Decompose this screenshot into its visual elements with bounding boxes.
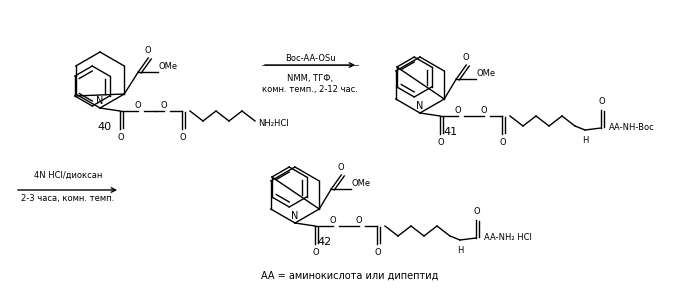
Text: AA-NH₂ HCl: AA-NH₂ HCl — [484, 234, 532, 242]
Text: O: O — [463, 53, 470, 62]
Text: O: O — [474, 207, 480, 216]
Text: O: O — [312, 248, 319, 257]
Text: Boc-AA-OSu: Boc-AA-OSu — [284, 54, 336, 63]
Text: O: O — [161, 101, 167, 110]
Text: N: N — [417, 101, 424, 111]
Text: 42: 42 — [318, 237, 332, 247]
Text: O: O — [117, 133, 124, 142]
Text: OMe: OMe — [352, 179, 370, 188]
Text: O: O — [145, 46, 152, 55]
Text: 40: 40 — [98, 122, 112, 132]
Text: N: N — [96, 96, 103, 106]
Text: H: H — [582, 136, 588, 145]
Text: O: O — [438, 138, 445, 147]
Text: N: N — [291, 211, 298, 221]
Text: 2-3 часа, комн. темп.: 2-3 часа, комн. темп. — [22, 194, 115, 203]
Text: AA = аминокислота или дипептид: AA = аминокислота или дипептид — [261, 271, 438, 281]
Text: O: O — [180, 133, 187, 142]
Text: O: O — [454, 106, 461, 115]
Text: H: H — [457, 246, 463, 255]
Text: O: O — [338, 163, 345, 172]
Text: O: O — [598, 97, 605, 106]
Text: O: O — [375, 248, 382, 257]
Text: NH₂HCl: NH₂HCl — [258, 118, 289, 127]
Text: 41: 41 — [443, 127, 457, 137]
Text: NMM, ТГФ,: NMM, ТГФ, — [287, 74, 333, 83]
Text: O: O — [330, 216, 336, 225]
Text: OMe: OMe — [158, 62, 178, 71]
Text: O: O — [500, 138, 506, 147]
Text: O: O — [481, 106, 487, 115]
Text: 4N HCl/диоксан: 4N HCl/диоксан — [34, 171, 102, 180]
Text: O: O — [356, 216, 362, 225]
Text: AA-NH-Boc: AA-NH-Boc — [609, 123, 655, 132]
Text: OMe: OMe — [476, 69, 496, 78]
Text: комн. темп., 2-12 час.: комн. темп., 2-12 час. — [262, 85, 358, 94]
Text: O: O — [135, 101, 141, 110]
